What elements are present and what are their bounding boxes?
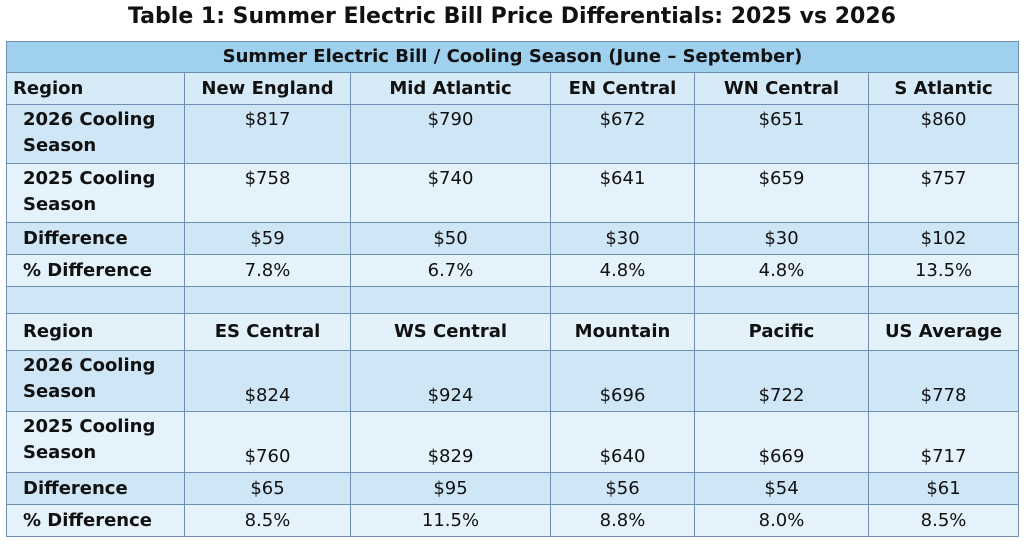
banner-row: Summer Electric Bill / Cooling Season (J… (5, 41, 1020, 73)
section2-header-row: Region ES Central WS Central Mountain Pa… (6, 313, 1020, 351)
table-cell: $829 (350, 411, 551, 473)
table-cell: $757 (867, 163, 1020, 223)
table-cell: $669 (694, 411, 869, 473)
column-header: Region (6, 313, 185, 351)
table-cell: $56 (550, 472, 695, 505)
table-cell: $722 (694, 350, 869, 412)
table-cell: $696 (550, 350, 695, 412)
bill-table: Summer Electric Bill / Cooling Season (J… (5, 41, 1020, 537)
table-row: 2026 Cooling Season $817 $790 $672 $651 … (6, 104, 1020, 164)
column-header: Mid Atlantic (350, 72, 551, 105)
table-cell: 4.8% (550, 254, 695, 287)
column-header: Pacific (694, 313, 869, 351)
table-cell: $817 (184, 104, 351, 164)
table-cell: 7.8% (184, 254, 351, 287)
table-cell: $740 (350, 163, 551, 223)
table-cell: $640 (550, 411, 695, 473)
table-cell: $30 (694, 222, 869, 255)
row-label: 2025 Cooling Season (6, 411, 185, 473)
row-label: % Difference (6, 504, 185, 537)
table-cell: 13.5% (867, 254, 1020, 287)
section1-header-row: Region New England Mid Atlantic EN Centr… (6, 72, 1020, 105)
table-cell: $641 (550, 163, 695, 223)
column-header: EN Central (550, 72, 695, 105)
table-row: 2026 Cooling Season $824 $924 $696 $722 … (6, 350, 1020, 412)
table-row: 2025 Cooling Season $760 $829 $640 $669 … (6, 411, 1020, 473)
column-header: ES Central (184, 313, 351, 351)
table-cell: $824 (184, 350, 351, 412)
table-cell: $50 (350, 222, 551, 255)
column-header: New England (184, 72, 351, 105)
table-row: Difference $59 $50 $30 $30 $102 (6, 222, 1020, 255)
table-cell: $65 (184, 472, 351, 505)
table-cell: $59 (184, 222, 351, 255)
table-cell: $95 (350, 472, 551, 505)
table-cell: $790 (350, 104, 551, 164)
table-cell: $659 (694, 163, 869, 223)
column-header: S Atlantic (867, 72, 1020, 105)
table-cell: $860 (867, 104, 1020, 164)
row-label: 2025 Cooling Season (6, 163, 185, 223)
table-cell: 6.7% (350, 254, 551, 287)
table-banner: Summer Electric Bill / Cooling Season (J… (5, 41, 1020, 73)
table-row: 2025 Cooling Season $758 $740 $641 $659 … (6, 163, 1020, 223)
table-cell: $61 (867, 472, 1020, 505)
table-cell: $760 (184, 411, 351, 473)
row-label: 2026 Cooling Season (6, 104, 185, 164)
table-cell: $717 (867, 411, 1020, 473)
table-cell: $651 (694, 104, 869, 164)
table-title: Table 1: Summer Electric Bill Price Diff… (128, 4, 896, 29)
table-row: % Difference 8.5% 11.5% 8.8% 8.0% 8.5% (6, 504, 1020, 537)
table-cell: $758 (184, 163, 351, 223)
table-cell: $778 (867, 350, 1020, 412)
table-cell: $54 (694, 472, 869, 505)
column-header: WS Central (350, 313, 551, 351)
column-header: US Average (867, 313, 1020, 351)
table-cell: $924 (350, 350, 551, 412)
spacer-row (6, 286, 1020, 314)
row-label: Difference (6, 222, 185, 255)
table-cell: 8.0% (694, 504, 869, 537)
column-header: Mountain (550, 313, 695, 351)
column-header: Region (6, 72, 185, 105)
table-cell: 8.8% (550, 504, 695, 537)
column-header: WN Central (694, 72, 869, 105)
table-cell: $672 (550, 104, 695, 164)
table-row: Difference $65 $95 $56 $54 $61 (6, 472, 1020, 505)
row-label: 2026 Cooling Season (6, 350, 185, 412)
table-cell: 8.5% (867, 504, 1020, 537)
table-row: % Difference 7.8% 6.7% 4.8% 4.8% 13.5% (6, 254, 1020, 287)
table-cell: $30 (550, 222, 695, 255)
table-cell: 4.8% (694, 254, 869, 287)
row-label: % Difference (6, 254, 185, 287)
table-cell: 11.5% (350, 504, 551, 537)
row-label: Difference (6, 472, 185, 505)
table-cell: $102 (867, 222, 1020, 255)
table-cell: 8.5% (184, 504, 351, 537)
